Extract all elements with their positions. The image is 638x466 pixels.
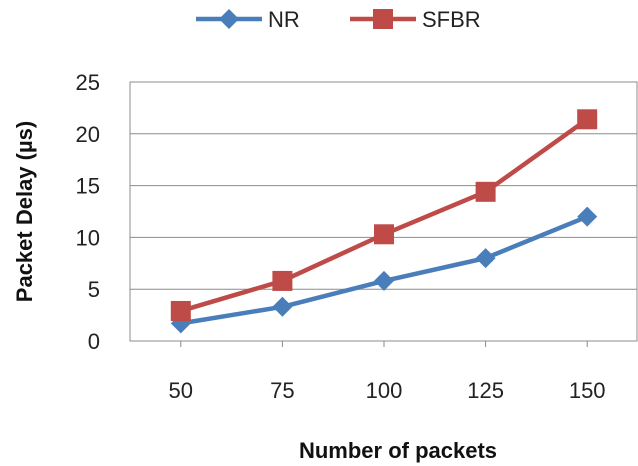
gridlines [130,133,637,290]
x-axis-title: Number of packets [299,438,497,463]
y-tick-label: 5 [88,277,100,302]
legend-item-sfbr: SFBR [350,7,481,32]
legend-marker-sfbr [373,9,393,29]
legend-item-nr: NR [196,7,300,32]
x-tick-label: 150 [569,378,606,403]
legend-marker-nr [219,9,239,29]
series-nr [170,206,598,334]
x-tick-label: 50 [169,378,193,403]
legend-label-nr: NR [268,7,300,32]
plot-area [129,81,638,342]
y-tick-label: 25 [76,70,100,95]
x-tick-label: 100 [366,378,403,403]
data-point-sfbr [170,300,191,321]
y-axis: 0 5 10 15 20 25 [76,70,100,354]
series-group [170,109,598,334]
y-tick-label: 15 [76,174,100,199]
y-tick-label: 20 [76,122,100,147]
x-axis: 50 75 100 125 150 [169,341,606,403]
data-point-sfbr [577,109,598,130]
data-point-nr [475,248,496,269]
y-tick-label: 10 [76,225,100,250]
x-tick-label: 125 [467,378,504,403]
data-point-nr [577,206,598,227]
data-point-nr [374,270,394,291]
y-axis-title: Packet Delay (µs) [12,121,37,302]
y-tick-label: 0 [88,329,100,354]
data-point-sfbr [475,181,496,202]
legend: NR SFBR [196,7,481,32]
data-point-nr [272,296,293,317]
series-sfbr [170,109,598,321]
data-point-sfbr [374,224,394,245]
legend-label-sfbr: SFBR [422,7,481,32]
data-point-sfbr [272,270,293,291]
x-tick-label: 75 [270,378,294,403]
